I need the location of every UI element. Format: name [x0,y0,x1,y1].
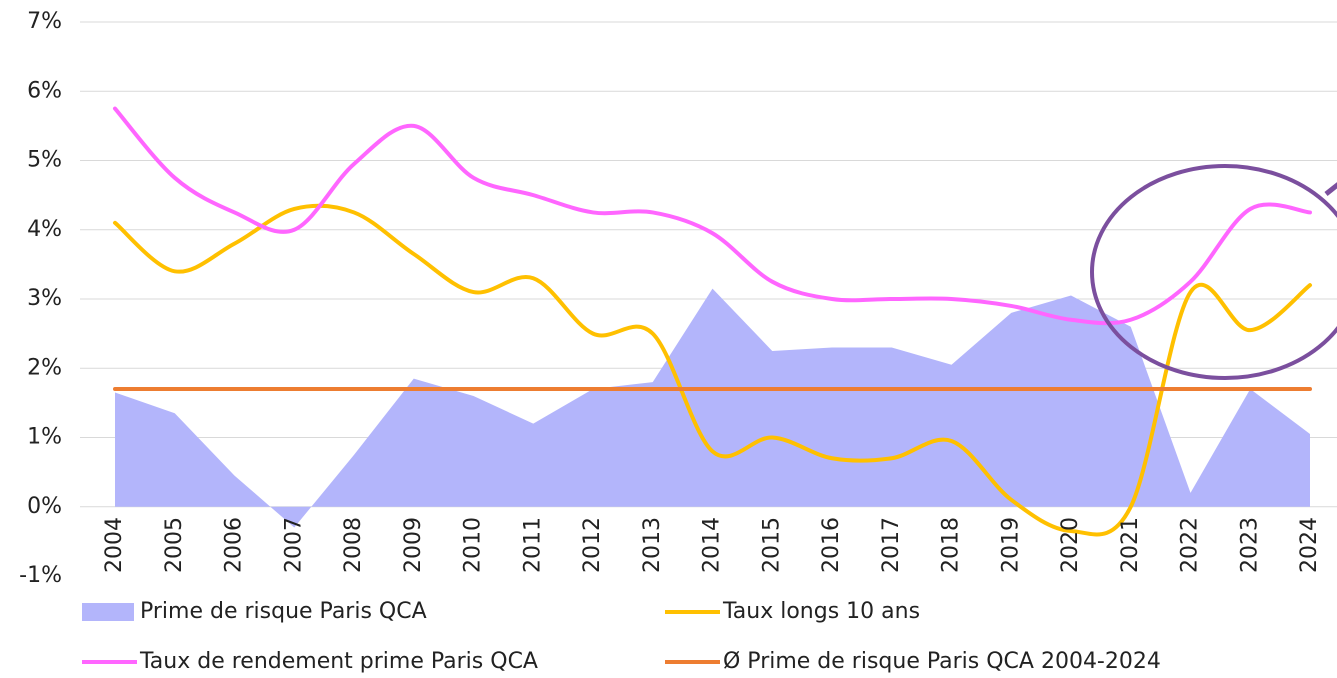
x-tick-label: 2011 [520,517,545,573]
line [113,203,1312,537]
x-tick-label: 2024 [1297,517,1322,573]
x-tick-label: 2009 [401,517,426,573]
y-tick-label: -1% [19,563,62,588]
y-tick-label: 0% [27,494,62,519]
x-tick-label: 2017 [879,517,904,573]
x-tick-label: 2015 [759,517,784,573]
x-tick-label: 2010 [461,517,486,573]
x-tick-label: 2018 [939,517,964,573]
highlight-arrow [1324,182,1337,196]
x-tick-label: 2007 [281,517,306,573]
x-tick-label: 2014 [700,517,725,573]
legend-label: Ø Prime de risque Paris QCA 2004-2024 [723,649,1161,674]
labels: -1% 0% 1% 2% 3% 4% 5% 6% 7% 2004 2005 2006 2007 2008 2… [19,9,1322,674]
legend-swatch [82,603,134,621]
legend-label: Taux longs 10 ans [722,599,920,624]
x-tick-label: 2006 [222,517,247,573]
highlight-ellipse [1090,164,1337,380]
y-tick-label: 5% [27,148,62,173]
y-tick-label: 3% [27,286,62,311]
x-tick-label: 2004 [102,517,127,573]
x-tick-label: 2013 [640,517,665,573]
y-tick-label: 7% [27,9,62,34]
x-tick-label: 2020 [1058,517,1083,573]
x-tick-label: 2008 [341,517,366,573]
x-tick-label: 2016 [819,517,844,573]
area [115,288,1310,528]
y-tick-label: 6% [27,78,62,103]
y-tick-label: 4% [27,217,62,242]
legend-label: Taux de rendement prime Paris QCA [139,649,538,674]
x-tick-label: 2023 [1237,517,1262,573]
y-tick-label: 2% [27,355,62,380]
y-tick-label: 1% [27,425,62,450]
x-tick-label: 2021 [1118,517,1143,573]
line [113,106,1312,326]
x-tick-label: 2012 [580,517,605,573]
x-tick-label: 2005 [162,517,187,573]
x-tick-label: 2022 [1178,517,1203,573]
legend-label: Prime de risque Paris QCA [140,599,427,624]
x-tick-label: 2019 [998,517,1023,573]
plot [113,106,1312,537]
